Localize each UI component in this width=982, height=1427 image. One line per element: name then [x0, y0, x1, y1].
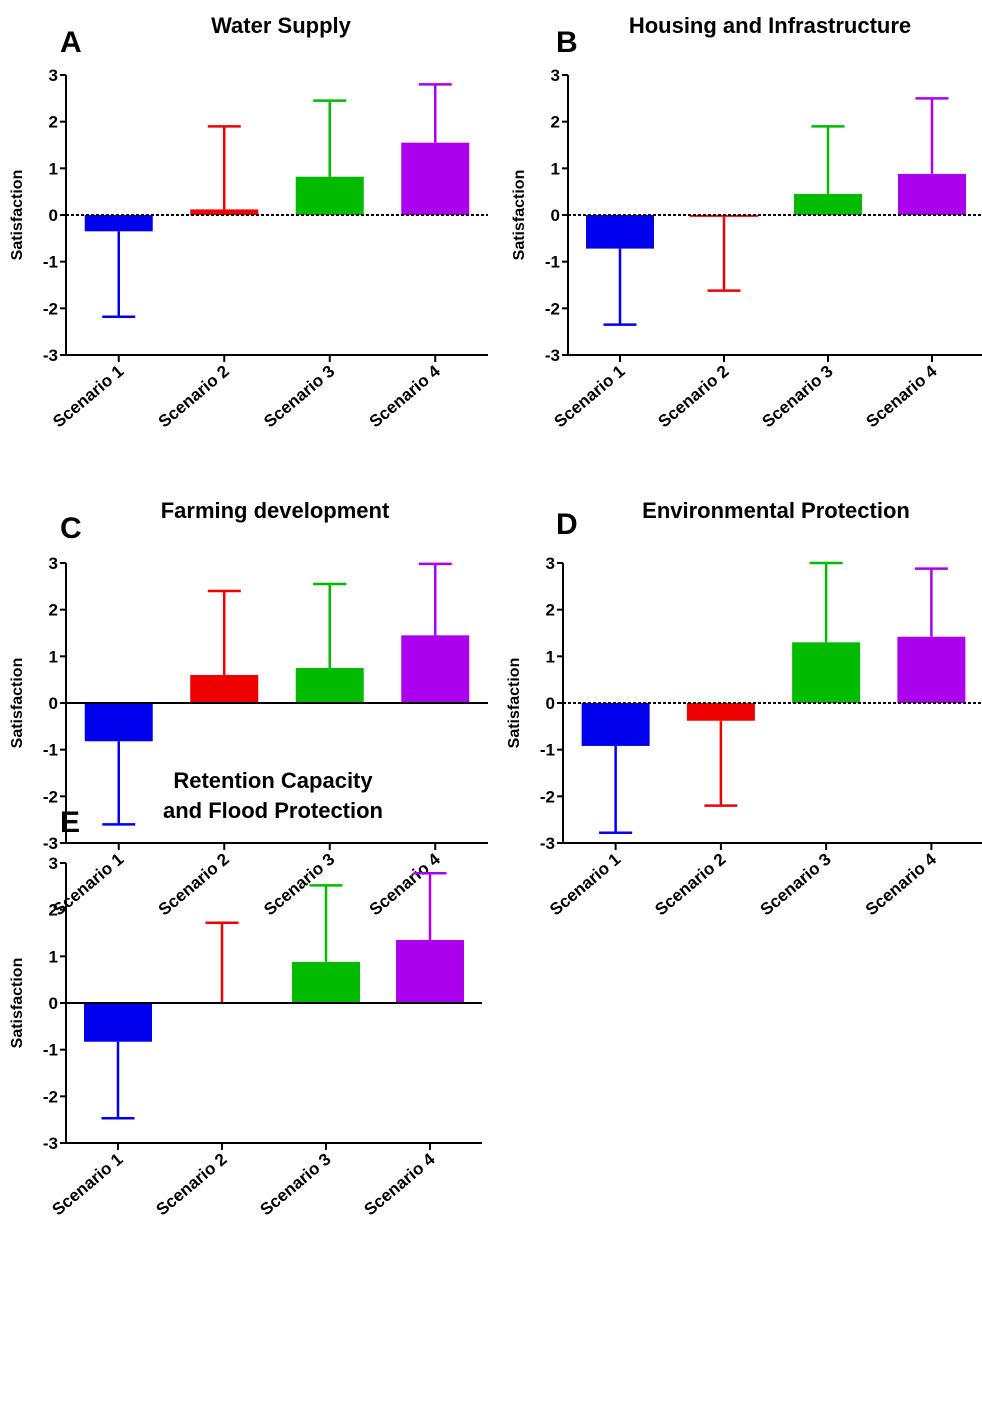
y-tick-label: 1 — [546, 647, 555, 666]
y-tick-label: -2 — [540, 787, 555, 806]
bar-scenario-3 — [295, 176, 364, 215]
chart-panel-c: C Farming development Satisfaction -3 -2 -1 0 1… — [9, 498, 488, 919]
chart-title: Housing and Infrastructure — [629, 13, 911, 38]
bar-scenario-4 — [898, 173, 966, 215]
y-tick-label: 0 — [49, 994, 58, 1013]
chart-title: Farming development — [161, 498, 390, 523]
y-tick-label: -1 — [540, 741, 555, 760]
chart-title: Water Supply — [211, 13, 352, 38]
chart-title: Environmental Protection — [642, 498, 910, 523]
x-tick-label: Scenario 4 — [366, 361, 445, 431]
y-tick-label: -1 — [43, 1041, 58, 1060]
panel-letter: E — [60, 806, 80, 839]
y-tick-label: 3 — [49, 854, 58, 873]
y-tick-label: 3 — [49, 66, 58, 85]
y-tick-label: -3 — [43, 1134, 58, 1153]
y-tick-label: 0 — [49, 206, 58, 225]
bar-scenario-4 — [897, 636, 966, 703]
y-tick-label: 2 — [546, 601, 555, 620]
y-tick-label: 0 — [49, 694, 58, 713]
x-tick-label: Scenario 2 — [152, 1150, 230, 1220]
chart-panel-d: D Environmental Protection Satisfaction -3 -… — [506, 498, 982, 919]
y-tick-label: 0 — [551, 206, 560, 225]
y-axis-label: Satisfaction — [9, 170, 26, 261]
x-tick-label: Scenario 4 — [366, 849, 445, 919]
bar-scenario-3 — [794, 194, 862, 215]
y-tick-label: -2 — [43, 1087, 58, 1106]
y-tick-label: 3 — [551, 66, 560, 85]
y-tick-label: 0 — [546, 694, 555, 713]
y-tick-label: 3 — [49, 554, 58, 573]
y-axis-label: Satisfaction — [511, 170, 528, 261]
bar-scenario-3 — [292, 961, 360, 1003]
x-tick-label: Scenario 3 — [256, 1150, 334, 1220]
y-tick-label: -1 — [43, 253, 58, 272]
y-tick-label: -3 — [545, 346, 560, 365]
y-tick-label: 3 — [546, 554, 555, 573]
y-axis-label: Satisfaction — [9, 658, 26, 749]
bar-scenario-1 — [84, 1003, 152, 1042]
y-tick-label: 1 — [49, 159, 58, 178]
panel-letter: B — [556, 26, 578, 59]
bar-scenario-4 — [396, 940, 464, 1003]
bar-scenario-2 — [686, 703, 755, 721]
x-tick-label: Scenario 2 — [651, 850, 729, 920]
x-tick-label: Scenario 3 — [757, 850, 835, 920]
y-tick-label: -3 — [43, 834, 58, 853]
y-tick-label: 2 — [49, 601, 58, 620]
x-tick-label: Scenario 3 — [260, 362, 338, 432]
x-tick-label: Scenario 2 — [155, 850, 233, 920]
panel-letter: A — [60, 26, 82, 59]
y-axis-label: Satisfaction — [506, 658, 523, 749]
y-tick-label: 2 — [49, 113, 58, 132]
bar-scenario-3 — [792, 642, 861, 703]
y-tick-label: 1 — [49, 647, 58, 666]
bar-scenario-1 — [581, 703, 650, 746]
bar-scenario-1 — [84, 215, 153, 232]
x-tick-label: Scenario 1 — [546, 850, 624, 920]
bar-scenario-3 — [295, 668, 364, 703]
y-tick-label: 2 — [49, 901, 58, 920]
y-tick-label: 1 — [49, 947, 58, 966]
chart-title: and Flood Protection — [163, 798, 383, 823]
x-tick-label: Scenario 4 — [862, 361, 941, 431]
y-tick-label: -3 — [540, 834, 555, 853]
y-tick-label: 2 — [551, 113, 560, 132]
bar-scenario-4 — [401, 142, 470, 215]
x-tick-label: Scenario 3 — [758, 362, 836, 432]
x-tick-label: Scenario 1 — [49, 362, 127, 432]
panel-letter: C — [60, 512, 82, 545]
x-tick-label: Scenario 2 — [155, 362, 233, 432]
x-tick-label: Scenario 4 — [862, 849, 941, 919]
y-tick-label: -1 — [43, 741, 58, 760]
y-tick-label: -2 — [545, 299, 560, 318]
bar-scenario-1 — [84, 703, 153, 742]
chart-panel-e: E Retention Capacity and Flood Protection S… — [9, 768, 482, 1219]
bar-scenario-4 — [401, 635, 470, 703]
x-tick-label: Scenario 4 — [360, 1149, 439, 1219]
y-tick-label: 1 — [551, 159, 560, 178]
bar-scenario-2 — [190, 209, 259, 215]
x-tick-label: Scenario 1 — [550, 362, 628, 432]
x-tick-label: Scenario 1 — [48, 1150, 126, 1220]
y-tick-label: -2 — [43, 787, 58, 806]
chart-title: Retention Capacity — [173, 768, 373, 793]
bar-scenario-1 — [586, 215, 654, 249]
chart-panel-a: A Water Supply Satisfaction -3 -2 -1 0 1 2 3 Scena… — [9, 13, 488, 431]
y-tick-label: -1 — [545, 253, 560, 272]
y-axis-label: Satisfaction — [9, 958, 26, 1049]
panel-letter: D — [556, 508, 578, 541]
x-tick-label: Scenario 2 — [654, 362, 732, 432]
y-tick-label: -2 — [43, 299, 58, 318]
y-tick-label: -3 — [43, 346, 58, 365]
bar-scenario-2 — [190, 675, 259, 703]
